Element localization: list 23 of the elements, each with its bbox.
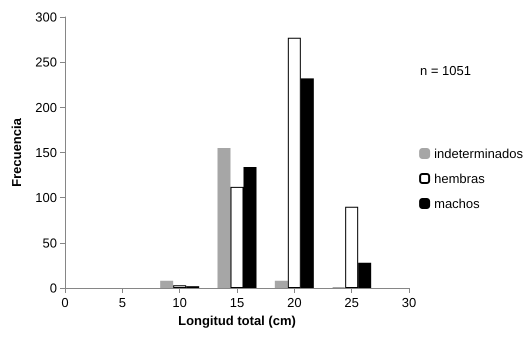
- y-tick-label: 150: [35, 145, 57, 160]
- x-tick-label: 15: [230, 295, 244, 310]
- x-tick-label: 5: [118, 295, 126, 310]
- x-tick-label: 20: [287, 295, 302, 310]
- y-tick-label: 50: [42, 235, 57, 250]
- x-tick-label: 0: [61, 295, 69, 310]
- x-tick-label: 30: [402, 295, 416, 310]
- y-axis-title: Frecuencia: [9, 117, 24, 187]
- y-tick-label: 100: [35, 190, 57, 206]
- y-tick-label: 300: [35, 10, 57, 24]
- x-tick-label: 10: [172, 295, 187, 310]
- y-tick-label: 250: [35, 54, 57, 70]
- bar: [218, 148, 230, 288]
- x-tick-label: 25: [344, 295, 359, 310]
- y-tick-label: 0: [50, 280, 57, 296]
- bar: [160, 280, 174, 288]
- x-axis-title: Longitud total (cm): [178, 313, 296, 328]
- legend-label: machos: [434, 196, 480, 211]
- legend-label: indeterminados: [434, 146, 524, 161]
- y-tick-label: 200: [35, 100, 57, 115]
- legend-label: hembras: [434, 171, 486, 186]
- bar: [274, 280, 288, 288]
- text: n = 1051: [420, 63, 471, 78]
